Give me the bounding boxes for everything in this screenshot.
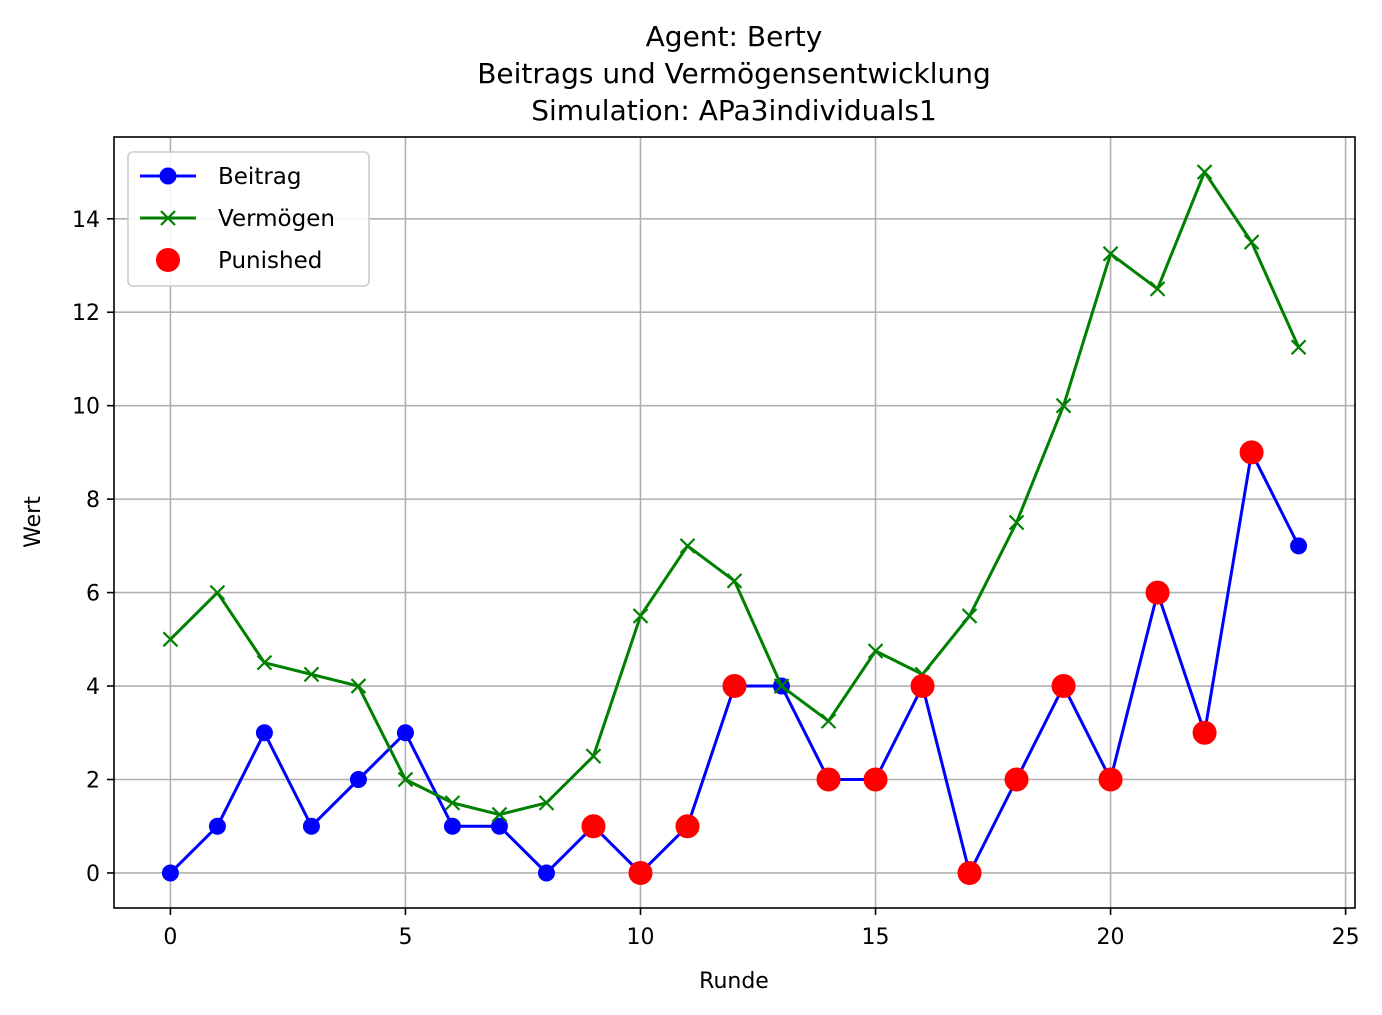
data-point-verm-gen [867, 643, 884, 659]
data-point-verm-gen [961, 608, 978, 624]
data-point-verm-gen [1055, 397, 1072, 414]
legend-entry-verm-gen: Vermögen [140, 206, 335, 232]
legend-box [127, 151, 370, 287]
x-tick-label: 0 [163, 925, 177, 950]
x-axis-label: Runde [699, 969, 769, 994]
data-point-beitrag [537, 864, 555, 882]
y-tick-label: 6 [86, 582, 100, 607]
legend-swatch-marker [156, 248, 180, 272]
data-point-beitrag [302, 817, 320, 835]
x-tick-label: 15 [862, 925, 890, 950]
data-point-punished [957, 860, 982, 885]
data-point-verm-gen [773, 678, 790, 694]
data-point-verm-gen [1196, 164, 1213, 180]
y-tick-label: 0 [86, 862, 100, 887]
data-point-verm-gen [256, 654, 273, 671]
data-point-punished [1192, 720, 1217, 745]
data-point-punished [816, 767, 841, 792]
y-tick-label: 2 [86, 769, 100, 794]
series-punished [581, 440, 1264, 885]
data-point-punished [581, 814, 606, 839]
plot-series [161, 164, 1308, 885]
axes: 0 5 10 15 20 25 0 2 4 6 8 10 12 14 [72, 136, 1360, 950]
data-point-beitrag [396, 724, 414, 742]
legend: Beitrag Vermögen Punished [127, 151, 370, 287]
chart-title-line-1: Agent: Berty [646, 20, 823, 53]
data-point-verm-gen [1149, 281, 1166, 297]
data-point-beitrag [349, 771, 367, 788]
legend-entry-punished: Punished [156, 248, 322, 274]
data-point-punished [1098, 767, 1123, 792]
data-point-beitrag [443, 817, 461, 835]
data-point-verm-gen [1243, 234, 1260, 250]
chart-title-line-3: Simulation: APa3individuals1 [531, 94, 937, 127]
y-tick-label: 10 [72, 395, 100, 420]
data-point-verm-gen [444, 795, 461, 811]
data-point-punished [675, 814, 700, 839]
data-point-verm-gen [162, 631, 179, 648]
data-point-verm-gen [632, 608, 649, 624]
y-tick-label: 14 [72, 208, 100, 233]
legend-entry-beitrag: Beitrag [140, 164, 302, 190]
y-tick-label: 12 [72, 301, 100, 326]
x-tick-label: 20 [1097, 925, 1125, 950]
x-tick-label: 5 [398, 925, 412, 950]
data-point-verm-gen [820, 713, 837, 729]
data-point-punished [1145, 580, 1170, 605]
x-tick-label: 25 [1332, 925, 1360, 950]
data-point-verm-gen [209, 584, 226, 601]
data-point-verm-gen [679, 538, 696, 554]
data-point-verm-gen [1008, 514, 1025, 531]
data-point-punished [722, 674, 747, 699]
data-point-beitrag [255, 724, 273, 742]
data-point-beitrag [490, 817, 508, 835]
data-point-punished [1051, 674, 1076, 699]
data-point-beitrag [208, 817, 226, 835]
data-point-verm-gen [491, 806, 508, 823]
data-point-verm-gen [1102, 246, 1119, 262]
y-tick-label: 4 [86, 675, 100, 700]
data-point-punished [863, 767, 888, 792]
legend-label: Vermögen [218, 206, 335, 232]
legend-swatch-marker [159, 167, 177, 185]
data-point-punished [910, 674, 935, 699]
plot-frame [113, 136, 1356, 909]
data-point-verm-gen [538, 795, 555, 811]
data-point-beitrag [161, 864, 179, 882]
data-point-verm-gen [585, 748, 602, 764]
data-point-punished [1004, 767, 1029, 792]
data-point-punished [1239, 440, 1264, 465]
x-tick-label: 10 [626, 925, 654, 950]
legend-swatch-marker [160, 210, 176, 226]
data-point-beitrag [1290, 537, 1308, 555]
data-point-verm-gen [303, 666, 320, 683]
legend-label: Beitrag [218, 164, 302, 190]
data-point-verm-gen [397, 771, 414, 788]
series-verm-gen [162, 164, 1307, 823]
data-point-verm-gen [726, 573, 743, 589]
data-point-verm-gen [350, 678, 367, 694]
chart-title-line-2: Beitrags und Vermögensentwicklung [477, 57, 991, 90]
data-point-verm-gen [1290, 339, 1307, 356]
y-axis-label: Wert [21, 496, 46, 548]
legend-label: Punished [218, 248, 322, 274]
y-tick-label: 8 [86, 488, 100, 513]
data-point-punished [628, 860, 653, 885]
